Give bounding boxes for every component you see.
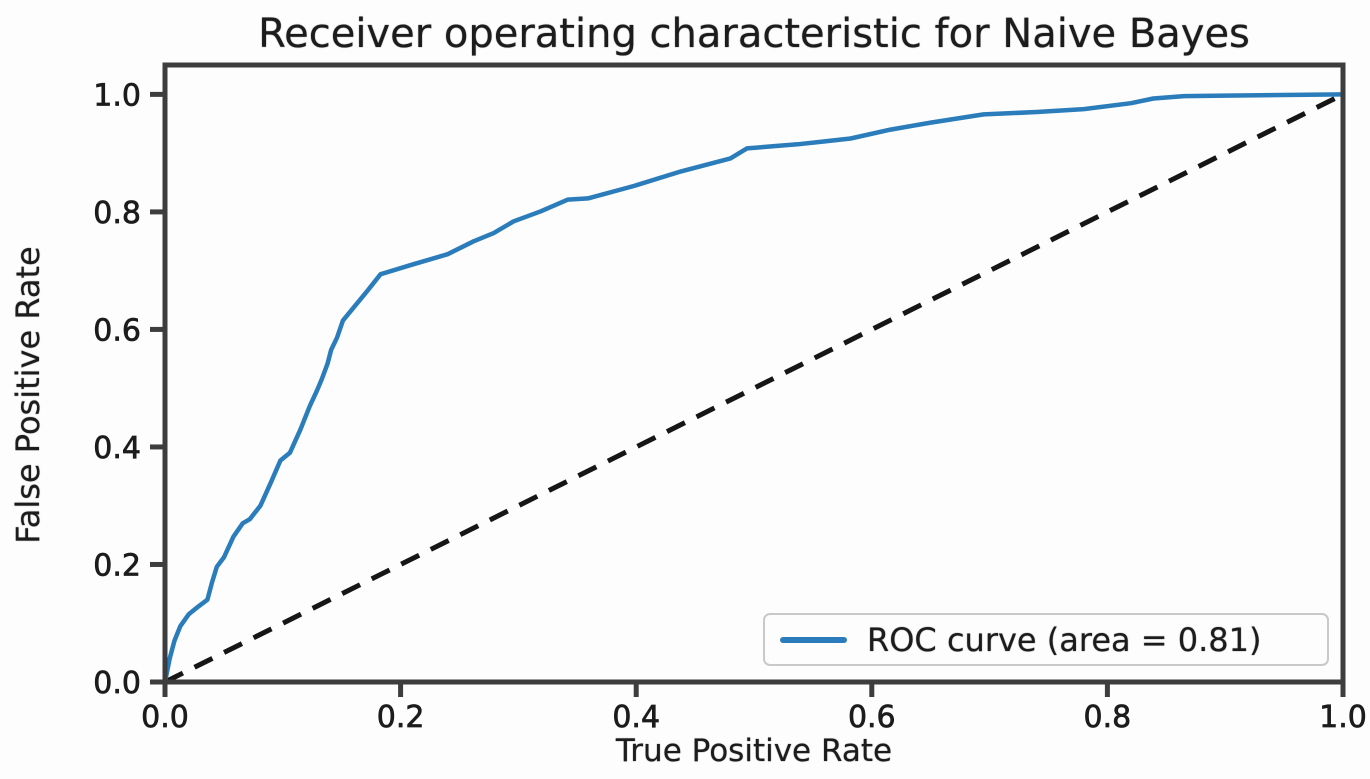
- chart-title: Receiver operating characteristic for Na…: [258, 11, 1250, 57]
- y-tick-label-0.2: 0.2: [93, 548, 141, 583]
- x-tick-label-0.2: 0.2: [377, 700, 425, 735]
- axes-frame: [162, 62, 1346, 685]
- y-tick-label-1.0: 1.0: [93, 78, 141, 113]
- roc-curve-legend-swatch: [780, 636, 847, 643]
- y-axis-label: False Positive Rate: [9, 246, 47, 544]
- y-tick-label-0.0: 0.0: [93, 666, 141, 701]
- x-tick-label-0.4: 0.4: [612, 700, 660, 735]
- y-tick-label-0.4: 0.4: [93, 431, 141, 466]
- y-tick-label-0.6: 0.6: [93, 313, 141, 348]
- y-tick-label-0.8: 0.8: [93, 196, 141, 231]
- chance-diagonal-line: [163, 92, 1345, 685]
- legend-box: ROC curve (area = 0.81): [763, 613, 1329, 666]
- x-tick-label-1.0: 1.0: [1319, 700, 1367, 735]
- x-axis-label: True Positive Rate: [615, 733, 893, 769]
- roc-curve-line: [162, 92, 1346, 685]
- x-tick-label-0.6: 0.6: [848, 700, 896, 735]
- x-tick-label-0.8: 0.8: [1084, 700, 1132, 735]
- x-tick-label-0.0: 0.0: [141, 700, 189, 735]
- legend-label: ROC curve (area = 0.81): [867, 620, 1262, 659]
